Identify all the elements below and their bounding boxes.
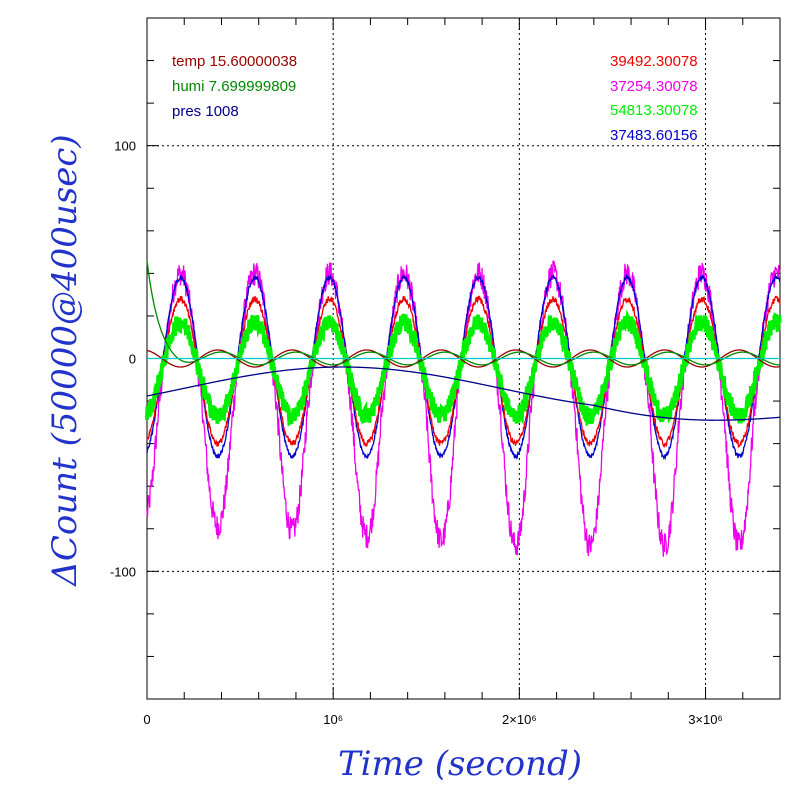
y-tick-label: 0 bbox=[129, 352, 136, 367]
series-group bbox=[145, 259, 782, 557]
legend-right-2: 54813.30078 bbox=[610, 102, 698, 119]
tick-labels: 0 10⁶ 2×10⁶ 3×10⁶ 100 0 -100 bbox=[110, 139, 723, 727]
x-tick-label: 0 bbox=[143, 712, 150, 727]
series-line-6 bbox=[146, 366, 781, 421]
y-axis-title: ΔCount (50000@400usec) bbox=[45, 134, 85, 587]
legend-left: temp 15.60000038 humi 7.699999809 pres 1… bbox=[172, 53, 297, 120]
legend-right-0: 39492.30078 bbox=[610, 53, 698, 70]
x-axis-title: Time (second) bbox=[338, 744, 582, 784]
x-tick-label: 10⁶ bbox=[323, 712, 343, 727]
series-line-1 bbox=[146, 273, 781, 461]
legend-left-2: pres 1008 bbox=[172, 103, 239, 120]
legend-left-0: temp 15.60000038 bbox=[172, 53, 297, 70]
legend-left-1: humi 7.699999809 bbox=[172, 78, 296, 95]
x-tick-label: 2×10⁶ bbox=[502, 712, 537, 727]
series-line-3 bbox=[145, 309, 782, 427]
legend-right: 39492.30078 37254.30078 54813.30078 3748… bbox=[610, 53, 698, 144]
legend-right-1: 37254.30078 bbox=[610, 78, 698, 95]
x-tick-label: 3×10⁶ bbox=[688, 712, 723, 727]
y-tick-label: -100 bbox=[110, 564, 136, 579]
legend-right-3: 37483.60156 bbox=[610, 127, 698, 144]
y-tick-label: 100 bbox=[114, 139, 136, 154]
